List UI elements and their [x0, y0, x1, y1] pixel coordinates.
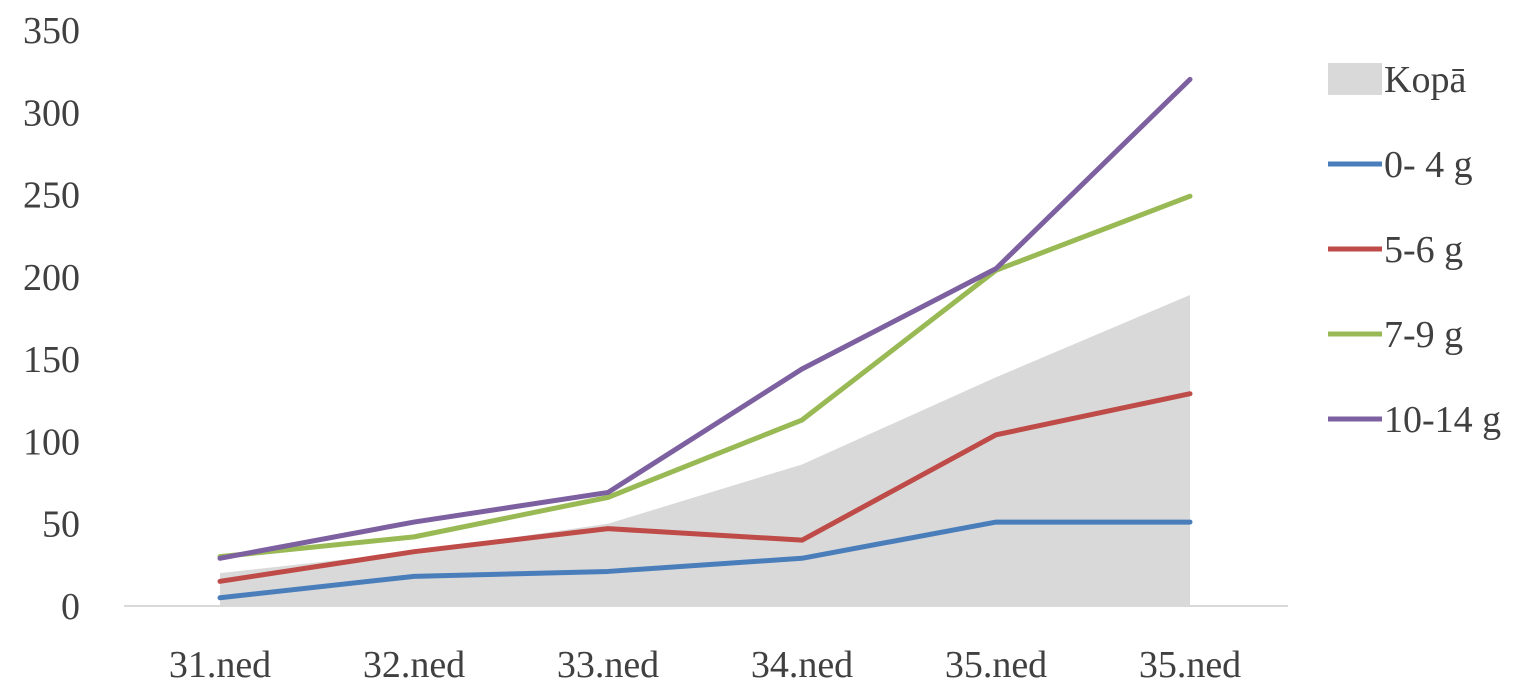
- series-line-5-6g: [217, 391, 1193, 584]
- legend-label: 5-6 g: [1384, 229, 1463, 271]
- x-axis: 31.ned 32.ned 33.ned 34.ned 35.ned 35.ned: [124, 605, 1288, 682]
- y-tick-label: 50: [42, 504, 80, 546]
- y-tick-label: 350: [23, 10, 80, 52]
- y-tick-label: 250: [23, 175, 80, 217]
- y-tick-label: 200: [23, 257, 80, 299]
- y-tick-label: 100: [23, 421, 80, 463]
- legend-swatch-area: [1328, 63, 1382, 95]
- x-tick-label: 32.ned: [363, 644, 465, 682]
- legend: Kopā 0- 4 g 5-6 g 7-9 g 10-14 g: [1328, 59, 1501, 441]
- series-line-0-4g: [217, 519, 1193, 601]
- legend-item: 7-9 g: [1328, 314, 1463, 356]
- legend-label: 7-9 g: [1384, 314, 1463, 356]
- x-tick-label: 35.ned: [1139, 644, 1241, 682]
- legend-item: 10-14 g: [1328, 399, 1501, 441]
- legend-item: 5-6 g: [1328, 229, 1463, 271]
- x-tick-label: 35.ned: [945, 644, 1047, 682]
- legend-item: 0- 4 g: [1328, 144, 1473, 186]
- legend-label: 0- 4 g: [1384, 144, 1473, 186]
- x-tick-label: 31.ned: [169, 644, 271, 682]
- series-area-kopa: [220, 294, 1190, 606]
- y-axis: 0 50 100 150 200 250 300 350: [23, 10, 80, 628]
- legend-item: Kopā: [1328, 59, 1466, 101]
- y-tick-label: 0: [61, 586, 80, 628]
- legend-label: Kopā: [1384, 59, 1466, 101]
- series-line-7-9g: [217, 193, 1193, 560]
- x-tick-label: 34.ned: [751, 644, 853, 682]
- x-tick-label: 33.ned: [557, 644, 659, 682]
- y-tick-label: 300: [23, 92, 80, 134]
- y-tick-label: 150: [23, 339, 80, 381]
- plot-area: [217, 76, 1193, 606]
- series-line-10-14g: [217, 76, 1193, 561]
- legend-label: 10-14 g: [1384, 399, 1501, 441]
